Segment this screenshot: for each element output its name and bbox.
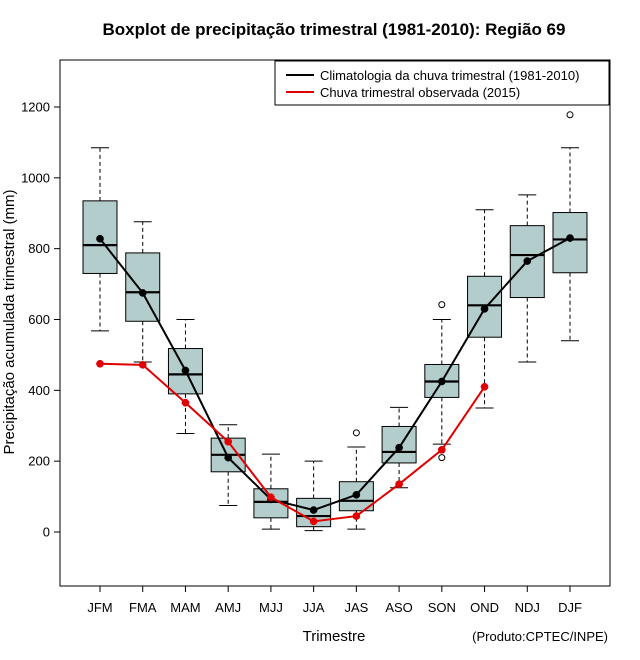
point-climatology-son (437, 377, 446, 386)
x-tick-label-mam: MAM (170, 600, 200, 615)
x-tick-label-aso: ASO (385, 600, 412, 615)
box-body-fma (125, 252, 161, 322)
x-tick-label-jja: JJA (303, 600, 325, 615)
point-observed-mjj (267, 493, 275, 502)
point-climatology-jas (352, 490, 361, 499)
y-tick-label-200: 200 (28, 454, 50, 469)
box-djf (552, 111, 588, 342)
point-observed-jja (309, 517, 318, 526)
y-tick-label-1200: 1200 (21, 100, 50, 115)
point-climatology-djf (566, 234, 574, 242)
series-line-climatology (99, 237, 571, 512)
box-aso (381, 406, 417, 489)
x-axis-label: Trimestre (303, 628, 366, 645)
y-tick-label-800: 800 (28, 241, 50, 256)
point-climatology-fma (138, 289, 147, 297)
x-tick-label-mjj: MJJ (259, 600, 283, 615)
y-axis-label: Precipitação acumulada trimestral (mm) (1, 189, 18, 454)
legend-box (274, 60, 610, 106)
point-observed-amj (224, 437, 233, 446)
y-tick-label-1000: 1000 (21, 170, 50, 185)
x-tick-label-ndj: NDJ (515, 600, 540, 615)
point-observed-jfm (96, 359, 104, 368)
outlier-son-1 (438, 454, 446, 462)
outlier-djf-0 (566, 111, 574, 119)
x-tick-label-fma: FMA (129, 600, 157, 615)
point-observed-aso (395, 480, 403, 489)
point-observed-mam (181, 398, 190, 407)
x-tick-label-ond: OND (470, 600, 499, 615)
series-lines (96, 234, 574, 526)
plot-frame (59, 59, 611, 587)
point-climatology-ndj (523, 257, 532, 265)
box-ndj (509, 194, 545, 363)
point-observed-jas (352, 512, 361, 520)
y-axis: 0 200 400 600 800 1000 1200 (21, 100, 60, 540)
point-climatology-aso (395, 443, 403, 452)
series-line-observed (99, 362, 486, 523)
x-tick-label-djf: DJF (558, 600, 582, 615)
outlier-son-0 (438, 301, 446, 309)
box-mam (167, 319, 203, 435)
point-observed-son (437, 445, 446, 454)
point-climatology-jfm (96, 234, 104, 243)
credit-text: (Produto:CPTEC/INPE) (472, 629, 608, 644)
x-axis: JFM FMA MAM AMJ MJJ JJA JAS ASO SON OND NDJ DJF (87, 586, 582, 615)
point-observed-ond (480, 382, 489, 391)
point-climatology-ond (480, 305, 489, 313)
x-tick-label-jfm: JFM (87, 600, 112, 615)
point-climatology-jja (309, 506, 318, 514)
legend-label-climatology: Climatologia da chuva trimestral (1981-2… (320, 68, 579, 83)
box-body-djf (552, 212, 588, 274)
x-tick-label-son: SON (428, 600, 456, 615)
y-tick-label-600: 600 (28, 312, 50, 327)
point-observed-fma (138, 360, 147, 369)
chart-title: Boxplot de precipitação trimestral (1981… (103, 20, 566, 39)
legend-label-observed: Chuva trimestral observada (2015) (320, 85, 520, 100)
x-tick-label-amj: AMJ (215, 600, 241, 615)
outlier-jas-0 (352, 429, 360, 437)
legend: Climatologia da chuva trimestral (1981-2… (274, 60, 610, 106)
y-tick-label-0: 0 (43, 525, 50, 540)
point-climatology-amj (224, 453, 233, 462)
box-fma (125, 221, 161, 363)
x-tick-label-jas: JAS (344, 600, 368, 615)
point-climatology-mam (181, 366, 190, 375)
box-amj (210, 424, 246, 506)
y-tick-label-400: 400 (28, 383, 50, 398)
box-mjj (253, 453, 289, 530)
